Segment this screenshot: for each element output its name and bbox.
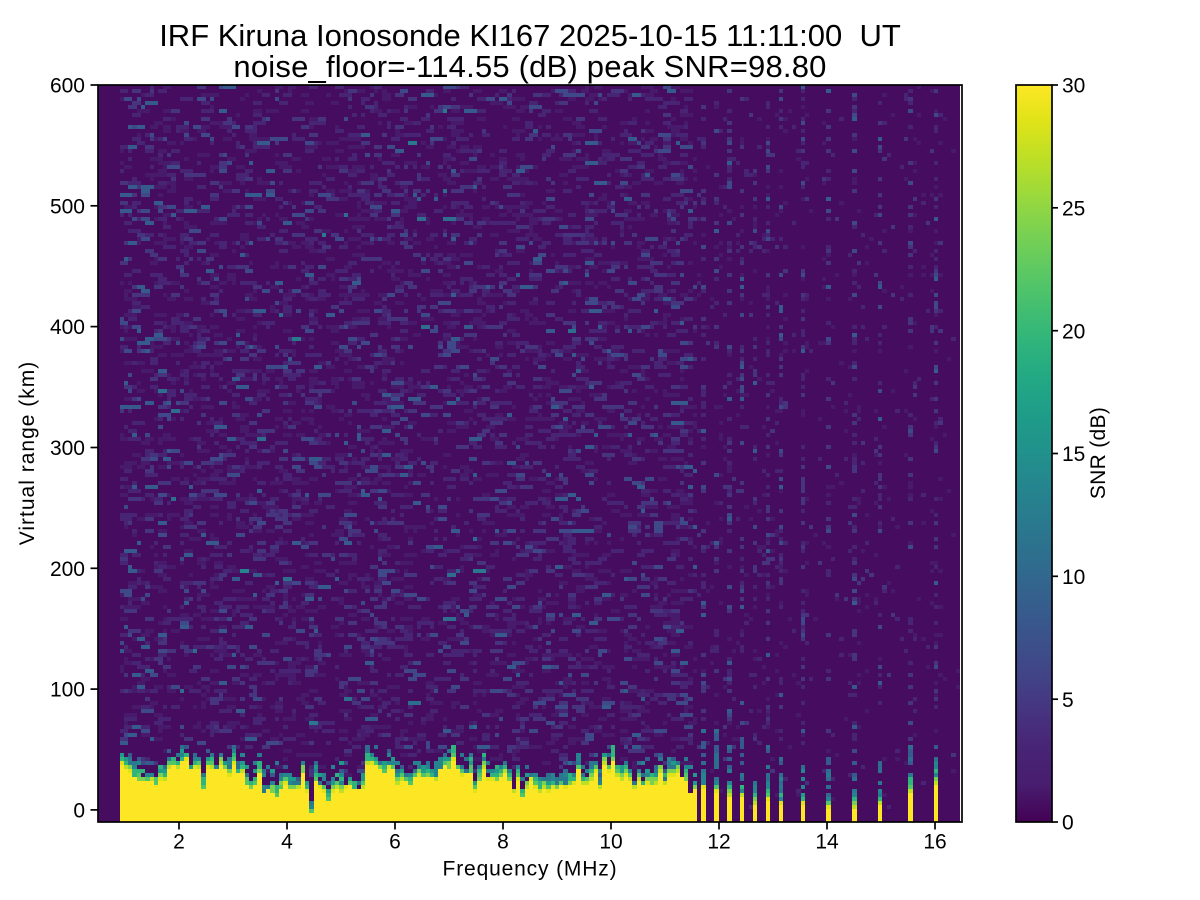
svg-text:Virtual range (km): Virtual range (km) [16,361,39,546]
svg-text:300: 300 [50,437,85,460]
svg-text:16: 16 [923,831,946,854]
svg-text:10: 10 [599,831,622,854]
svg-text:20: 20 [1062,320,1085,343]
svg-text:0: 0 [73,800,85,823]
svg-text:600: 600 [50,75,85,98]
svg-text:200: 200 [50,558,85,581]
svg-text:noise_floor=-114.55 (dB) peak: noise_floor=-114.55 (dB) peak SNR=98.80 [233,49,826,84]
svg-text:4: 4 [281,831,293,854]
svg-text:10: 10 [1062,566,1085,589]
svg-text:5: 5 [1062,689,1074,712]
svg-text:Frequency (MHz): Frequency (MHz) [443,858,618,881]
svg-text:2: 2 [173,831,185,854]
svg-text:100: 100 [50,679,85,702]
svg-text:15: 15 [1062,443,1085,466]
svg-text:500: 500 [50,195,85,218]
svg-text:30: 30 [1062,75,1085,98]
svg-text:12: 12 [707,831,730,854]
svg-text:25: 25 [1062,197,1085,220]
svg-text:0: 0 [1062,812,1074,835]
svg-text:8: 8 [497,831,509,854]
svg-text:IRF Kiruna Ionosonde KI167 202: IRF Kiruna Ionosonde KI167 2025-10-15 11… [159,18,901,53]
svg-text:400: 400 [50,316,85,339]
svg-text:SNR (dB): SNR (dB) [1087,407,1110,499]
svg-text:6: 6 [389,831,401,854]
svg-text:14: 14 [815,831,839,854]
